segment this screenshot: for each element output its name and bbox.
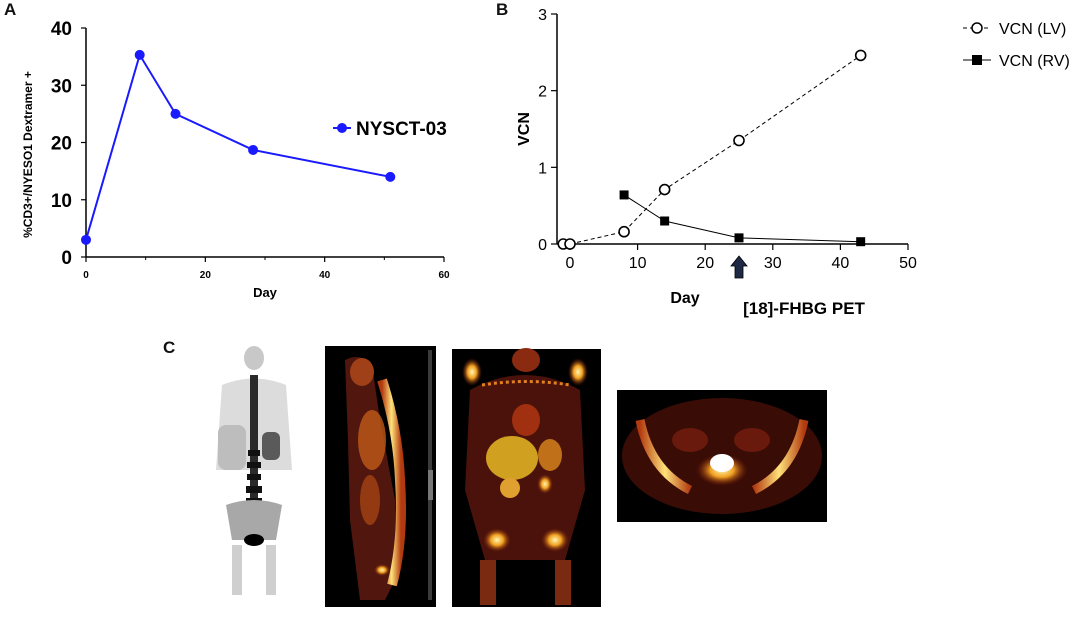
x-tick-label: 40 xyxy=(319,270,331,281)
data-point-vcn-lv xyxy=(658,183,671,196)
y-tick-label: 0 xyxy=(61,248,72,269)
x-tick-label: 60 xyxy=(438,270,450,281)
x-tick-label: 10 xyxy=(629,255,647,272)
legend-label-rv: VCN (RV) xyxy=(999,53,1070,70)
x-tick-label: 40 xyxy=(832,255,850,272)
panel-a-label: A xyxy=(4,0,16,19)
y-axis-label: VCN xyxy=(516,112,533,146)
chart-a: 0 10 20 30 40 0 20 40 60 Day %CD3+/NYESO1 Dextrame… xyxy=(21,19,450,300)
data-point-nysct-03 xyxy=(81,234,91,245)
data-point-nysct-03 xyxy=(134,49,145,60)
data-point-vcn-rv xyxy=(660,216,670,226)
x-tick-label: 0 xyxy=(566,255,575,272)
data-point-vcn-rv xyxy=(619,190,629,200)
series-line-nysct-03 xyxy=(85,52,391,241)
data-point-nysct-03 xyxy=(248,144,259,155)
y-tick-label: 40 xyxy=(51,19,72,40)
legend-label-lv: VCN (LV) xyxy=(999,21,1066,38)
y-tick-label: 2 xyxy=(538,84,547,101)
legend-marker xyxy=(337,123,347,133)
pet-ct-axial-pelvis-image xyxy=(617,390,827,522)
data-point-vcn-rv xyxy=(856,237,866,247)
x-tick-label: 50 xyxy=(899,255,917,272)
y-tick-label: 3 xyxy=(538,7,547,24)
panel-c-label: C xyxy=(163,338,175,357)
series-line-vcn-lv xyxy=(563,54,861,245)
y-tick-label: 20 xyxy=(51,134,72,155)
y-tick-label: 30 xyxy=(51,76,72,97)
data-point-vcn-rv xyxy=(734,233,744,243)
y-tick-label: 10 xyxy=(51,191,72,212)
annotation-label: [18]-FHBG PET xyxy=(743,299,865,318)
x-tick-label: 20 xyxy=(696,255,714,272)
series-line-vcn-rv xyxy=(623,194,861,243)
data-point-nysct-03 xyxy=(170,108,181,119)
data-point-vcn-lv xyxy=(854,49,867,62)
x-tick-label: 30 xyxy=(764,255,782,272)
x-tick-label: 0 xyxy=(83,270,89,281)
data-point-vcn-lv xyxy=(564,238,576,250)
panel-b-label: B xyxy=(496,0,508,19)
legend-marker-lv xyxy=(971,22,983,34)
pet-ct-coronal-image xyxy=(452,348,601,607)
x-axis-label: Day xyxy=(253,285,278,300)
pet-ct-sagittal-image xyxy=(325,346,436,607)
data-point-vcn-lv xyxy=(618,225,630,238)
x-tick-label: 20 xyxy=(200,270,212,281)
y-axis-label: %CD3+/NYESO1 Dextramer + xyxy=(21,71,35,238)
y-tick-label: 1 xyxy=(538,160,547,177)
legend-label: NYSCT-03 xyxy=(356,119,447,140)
y-tick-label: 0 xyxy=(538,237,547,254)
x-axis-label: Day xyxy=(670,290,699,307)
data-point-nysct-03 xyxy=(385,171,396,182)
pet-arrow-icon xyxy=(730,255,748,279)
pet-mip-image xyxy=(198,345,310,600)
data-point-vcn-lv xyxy=(733,134,745,147)
legend-marker-rv xyxy=(972,55,982,65)
